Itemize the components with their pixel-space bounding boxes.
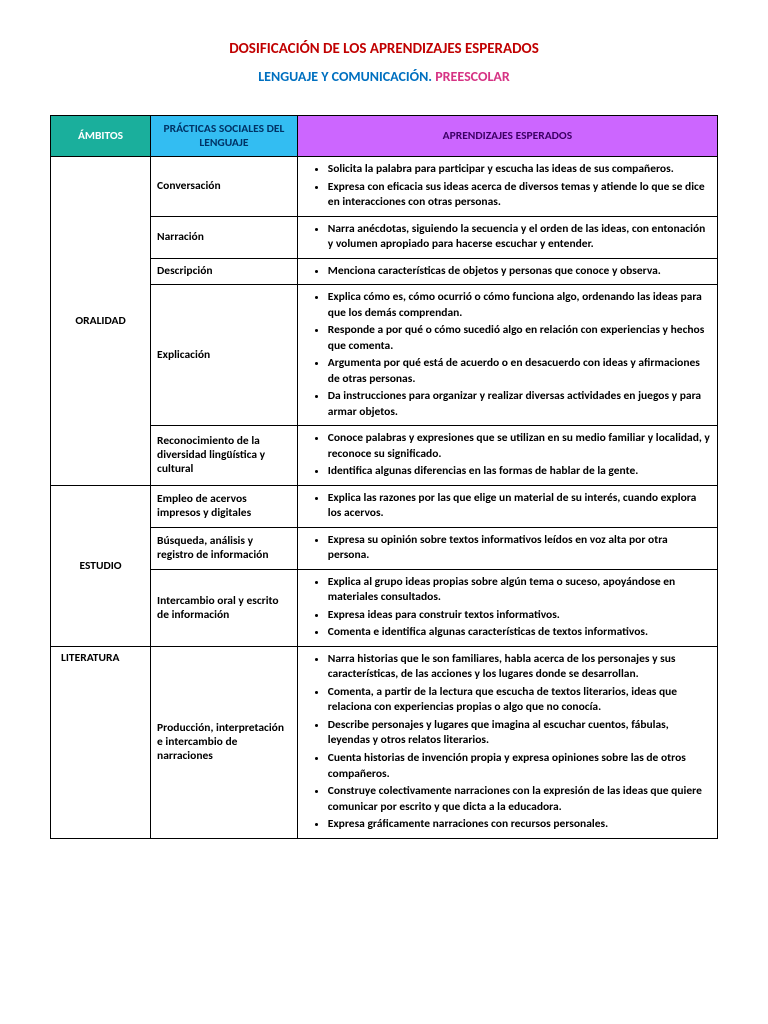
table-row: ESTUDIOEmpleo de acervos impresos y digi…	[51, 485, 718, 527]
list-item: Explica al grupo ideas propias sobre alg…	[328, 574, 711, 607]
list-item: Expresa gráficamente narraciones con rec…	[328, 816, 711, 834]
list-item: Da instrucciones para organizar y realiz…	[328, 388, 711, 421]
practica-cell: Intercambio oral y escrito de informació…	[151, 569, 298, 646]
aprendizajes-cell: Menciona características de objetos y pe…	[297, 258, 717, 285]
aprendizajes-cell: Solicita la palabra para participar y es…	[297, 157, 717, 217]
aprendizajes-list: Narra anécdotas, siguiendo la secuencia …	[304, 221, 711, 254]
list-item: Explica las razones por las que elige un…	[328, 490, 711, 523]
list-item: Narra anécdotas, siguiendo la secuencia …	[328, 221, 711, 254]
table-row: Búsqueda, análisis y registro de informa…	[51, 527, 718, 569]
list-item: Construye colectivamente narraciones con…	[328, 783, 711, 816]
list-item: Cuenta historias de invención propia y e…	[328, 750, 711, 783]
aprendizajes-cell: Narra historias que le son familiares, h…	[297, 646, 717, 838]
aprendizajes-cell: Explica las razones por las que elige un…	[297, 485, 717, 527]
aprendizajes-list: Solicita la palabra para participar y es…	[304, 161, 711, 212]
list-item: Comenta, a partir de la lectura que escu…	[328, 684, 711, 717]
table-row: Explicación Explica cómo es, cómo ocurrió…	[51, 285, 718, 426]
title-block: DOSIFICACIÓN DE LOS APRENDIZAJES ESPERAD…	[50, 40, 718, 85]
aprendizajes-cell: Conoce palabras y expresiones que se uti…	[297, 426, 717, 486]
list-item: Expresa ideas para construir textos info…	[328, 607, 711, 625]
list-item: Expresa su opinión sobre textos informat…	[328, 532, 711, 565]
subtitle-level: PREESCOLAR	[432, 68, 510, 85]
ambito-cell: ORALIDAD	[51, 157, 151, 486]
practica-cell: Descripción	[151, 258, 298, 285]
aprendizajes-list: Expresa su opinión sobre textos informat…	[304, 532, 711, 565]
table-row: Reconocimiento de la diversidad lingüíst…	[51, 426, 718, 486]
practica-cell: Empleo de acervos impresos y digitales	[151, 485, 298, 527]
aprendizajes-list: Explica cómo es, cómo ocurrió o cómo fun…	[304, 289, 711, 421]
list-item: Explica cómo es, cómo ocurrió o cómo fun…	[328, 289, 711, 322]
table-row: LITERATURAProducción, interpretación e i…	[51, 646, 718, 838]
main-title: DOSIFICACIÓN DE LOS APRENDIZAJES ESPERAD…	[50, 40, 718, 58]
header-row: ÁMBITOS PRÁCTICAS SOCIALES DEL LENGUAJE …	[51, 116, 718, 157]
list-item: Solicita la palabra para participar y es…	[328, 161, 711, 179]
list-item: Argumenta por qué está de acuerdo o en d…	[328, 355, 711, 388]
table-row: Intercambio oral y escrito de informació…	[51, 569, 718, 646]
aprendizajes-list: Narra historias que le son familiares, h…	[304, 651, 711, 834]
practica-cell: Narración	[151, 216, 298, 258]
table-row: Narración Narra anécdotas, siguiendo la s…	[51, 216, 718, 258]
header-practicas: PRÁCTICAS SOCIALES DEL LENGUAJE	[151, 116, 298, 157]
header-ambitos: ÁMBITOS	[51, 116, 151, 157]
practica-cell: Producción, interpretación e intercambio…	[151, 646, 298, 838]
aprendizajes-list: Explica las razones por las que elige un…	[304, 490, 711, 523]
table-row: ORALIDADConversaciónSolicita la palabra …	[51, 157, 718, 217]
list-item: Comenta e identifica algunas característ…	[328, 624, 711, 642]
practica-cell: Conversación	[151, 157, 298, 217]
list-item: Conoce palabras y expresiones que se uti…	[328, 430, 711, 463]
list-item: Describe personajes y lugares que imagin…	[328, 717, 711, 750]
list-item: Menciona características de objetos y pe…	[328, 263, 711, 281]
practica-cell: Explicación	[151, 285, 298, 426]
list-item: Expresa con eficacia sus ideas acerca de…	[328, 179, 711, 212]
table-row: Descripción Menciona características de o…	[51, 258, 718, 285]
aprendizajes-cell: Explica al grupo ideas propias sobre alg…	[297, 569, 717, 646]
ambito-cell: LITERATURA	[51, 646, 151, 838]
aprendizajes-cell: Expresa su opinión sobre textos informat…	[297, 527, 717, 569]
list-item: Responde a por qué o cómo sucedió algo e…	[328, 322, 711, 355]
aprendizajes-list: Menciona características de objetos y pe…	[304, 263, 711, 281]
aprendizajes-list: Explica al grupo ideas propias sobre alg…	[304, 574, 711, 642]
practica-cell: Búsqueda, análisis y registro de informa…	[151, 527, 298, 569]
list-item: Narra historias que le son familiares, h…	[328, 651, 711, 684]
aprendizajes-cell: Explica cómo es, cómo ocurrió o cómo fun…	[297, 285, 717, 426]
list-item: Identifica algunas diferencias en las fo…	[328, 463, 711, 481]
subtitle-subject: LENGUAJE Y COMUNICACIÓN.	[258, 68, 432, 85]
practica-cell: Reconocimiento de la diversidad lingüíst…	[151, 426, 298, 486]
aprendizajes-list: Conoce palabras y expresiones que se uti…	[304, 430, 711, 481]
aprendizajes-cell: Narra anécdotas, siguiendo la secuencia …	[297, 216, 717, 258]
header-aprendizajes: APRENDIZAJES ESPERADOS	[297, 116, 717, 157]
ambito-cell: ESTUDIO	[51, 485, 151, 646]
subtitle: LENGUAJE Y COMUNICACIÓN. PREESCOLAR	[50, 68, 718, 85]
dosificacion-table: ÁMBITOS PRÁCTICAS SOCIALES DEL LENGUAJE …	[50, 115, 718, 839]
